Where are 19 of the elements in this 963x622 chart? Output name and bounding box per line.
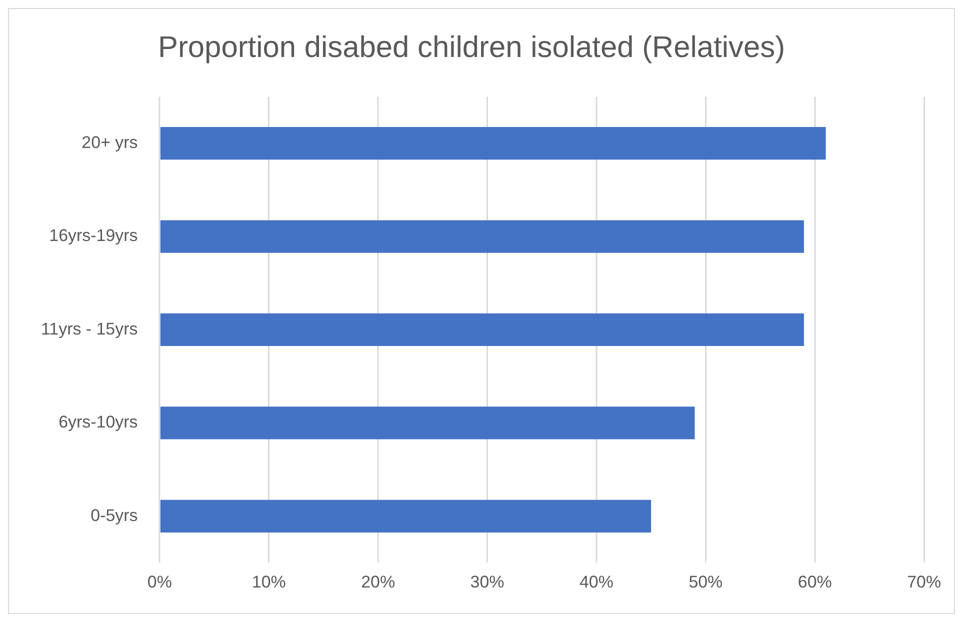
x-tick-label: 70% [907,572,942,592]
x-tick-label: 40% [580,572,614,592]
x-tick-label: 10% [252,572,286,592]
x-tick-label: 0% [147,572,172,592]
chart-title: Proportion disabed children isolated (Relatives) [158,31,786,64]
y-tick-label: 11yrs - 15yrs [41,319,138,338]
x-tick-label: 50% [688,572,723,592]
bar [160,313,804,346]
y-tick-label: 0-5yrs [90,506,138,525]
bar [160,500,652,532]
x-tick-label: 60% [798,572,832,592]
x-tick-label: 20% [361,572,396,592]
y-tick-label: 6yrs-10yrs [58,412,138,432]
x-tick-label: 30% [470,572,504,592]
bar [160,127,826,160]
bar [160,406,695,440]
bar [160,220,804,253]
y-tick-label: 16yrs-19yrs [49,226,138,246]
y-tick-label: 20+ yrs [82,132,138,152]
